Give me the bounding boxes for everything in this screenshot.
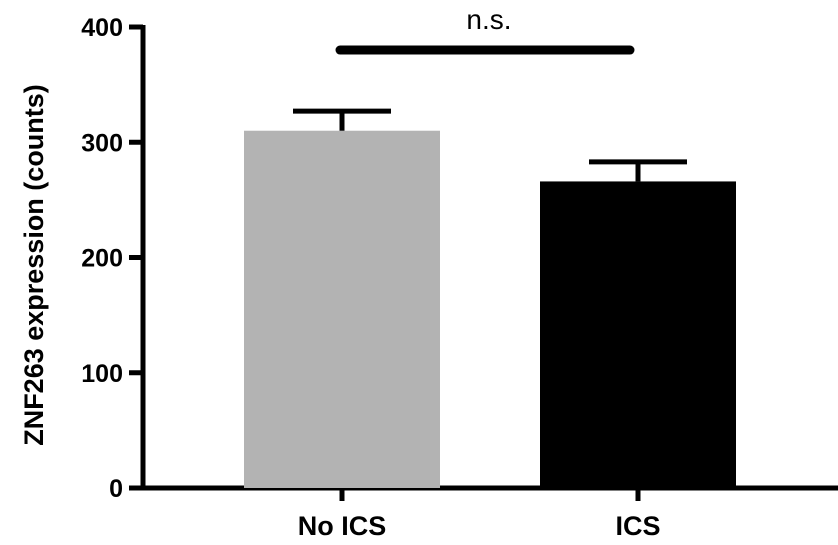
bar-ics	[540, 181, 736, 488]
y-tick-label-200: 200	[81, 245, 123, 273]
y-tick-label-300: 300	[81, 129, 123, 157]
y-tick-label-100: 100	[81, 360, 123, 388]
error-bars	[293, 108, 687, 182]
bars	[244, 130, 736, 488]
significance-annotation: n.s.	[335, 4, 635, 55]
x-tick-label-no-ics: No ICS	[298, 511, 387, 541]
x-tick-label-ics: ICS	[615, 511, 660, 541]
significance-label: n.s.	[466, 4, 511, 35]
y-tick-label-0: 0	[109, 475, 123, 503]
x-axis: No ICS ICS	[141, 485, 838, 541]
bar-no-ics	[244, 130, 440, 488]
y-axis: 0 100 200 300 400	[81, 14, 146, 503]
y-axis-title: ZNF263 expression (counts)	[19, 84, 49, 446]
y-tick-label-400: 400	[81, 14, 123, 42]
